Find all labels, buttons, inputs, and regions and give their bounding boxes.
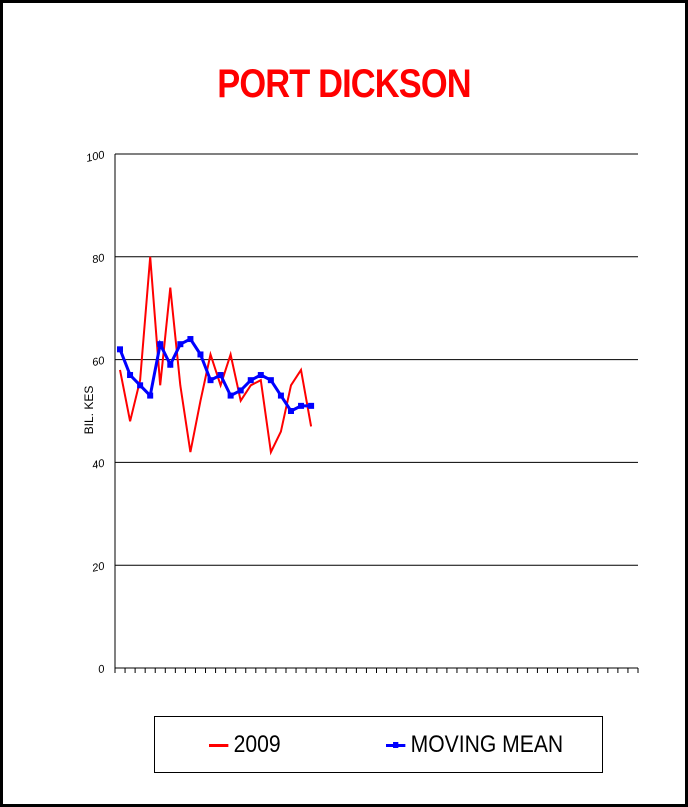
moving-mean-point bbox=[257, 372, 264, 379]
moving-mean-point bbox=[177, 341, 184, 348]
legend-label-moving-mean: MOVING MEAN bbox=[410, 731, 564, 758]
moving-mean-point bbox=[237, 387, 244, 394]
series-line-2009 bbox=[119, 256, 313, 456]
series-line-moving-mean bbox=[118, 337, 312, 413]
y-tick-label: 20 bbox=[90, 560, 106, 575]
chart-title: PORT DICKSON bbox=[217, 62, 471, 106]
moving-mean-point bbox=[147, 392, 154, 399]
legend-label-2009: 2009 bbox=[233, 731, 281, 758]
moving-mean-point bbox=[137, 382, 144, 389]
legend-item-2009: 2009 bbox=[209, 731, 281, 759]
moving-mean-point bbox=[247, 377, 254, 384]
moving-mean-point bbox=[197, 351, 204, 358]
moving-mean-point bbox=[207, 377, 214, 384]
moving-mean-point bbox=[157, 341, 164, 348]
moving-mean-point bbox=[287, 408, 294, 414]
moving-mean-point bbox=[127, 372, 134, 379]
moving-mean-point bbox=[298, 402, 305, 409]
moving-mean-point bbox=[308, 402, 315, 409]
moving-mean-point bbox=[187, 336, 194, 343]
y-tick-label: 40 bbox=[91, 457, 106, 471]
moving-mean-point bbox=[267, 377, 274, 384]
moving-mean-point bbox=[227, 392, 234, 399]
y-tick-label: 80 bbox=[91, 252, 106, 266]
legend-line-moving-mean bbox=[386, 741, 406, 748]
moving-mean-point bbox=[217, 372, 224, 379]
moving-mean-point bbox=[117, 346, 123, 353]
legend: 2009 MOVING MEAN bbox=[154, 716, 603, 773]
legend-line-2009 bbox=[209, 743, 229, 747]
y-tick-label: 60 bbox=[91, 355, 106, 369]
y-axis-label: BIL. KES bbox=[82, 386, 96, 435]
y-tick-label: 0 bbox=[97, 663, 106, 676]
moving-mean-point bbox=[167, 361, 174, 368]
legend-item-moving-mean: MOVING MEAN bbox=[386, 731, 563, 759]
moving-mean-point bbox=[277, 392, 284, 399]
y-tick-label: 100 bbox=[85, 149, 106, 165]
